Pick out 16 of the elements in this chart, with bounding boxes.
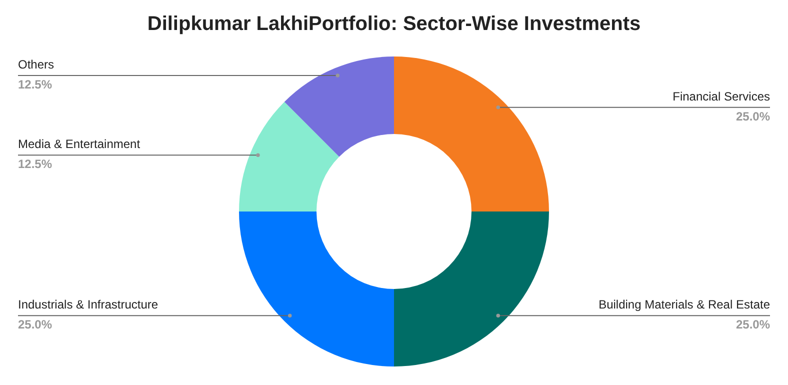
data-label: 25.0% xyxy=(736,109,770,124)
slice-label: Industrials & Infrastructure xyxy=(18,298,158,312)
data-label: 25.0% xyxy=(736,318,770,332)
slice-label: Building Materials & Real Estate xyxy=(598,298,770,312)
data-label: 25.0% xyxy=(18,318,52,332)
donut-slice xyxy=(394,56,549,212)
donut-slice xyxy=(394,212,549,366)
slice-label: Media & Entertainment xyxy=(18,137,141,152)
donut-slice xyxy=(239,102,340,212)
chart-title: Dilipkumar LakhiPortfolio: Sector-Wise Investments xyxy=(147,13,641,35)
slice-label: Financial Services xyxy=(672,89,770,104)
slice-label: Others xyxy=(18,57,54,72)
donut-slice xyxy=(284,56,394,157)
donut-slice xyxy=(239,212,394,366)
data-label: 12.5% xyxy=(18,77,52,92)
data-label: 12.5% xyxy=(18,157,52,172)
